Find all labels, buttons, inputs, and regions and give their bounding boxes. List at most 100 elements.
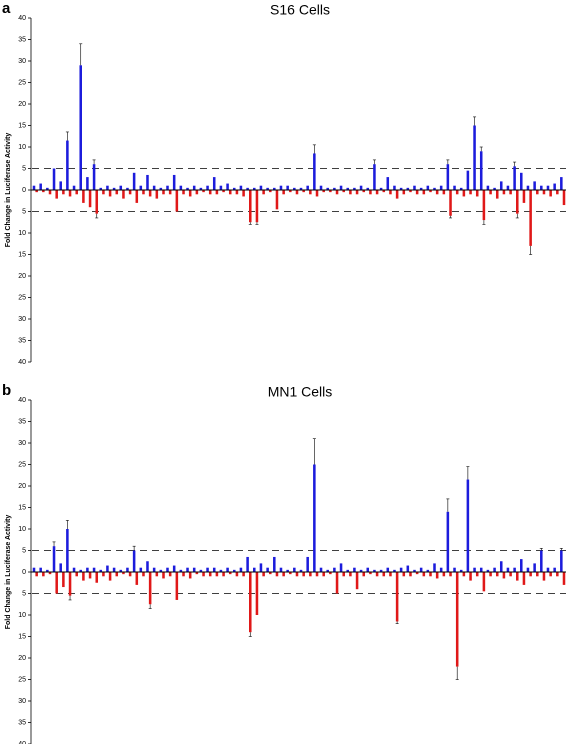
bar [228,190,232,195]
bar [48,190,52,195]
y-tick-label: 15 [18,251,26,258]
bar [353,567,356,572]
bar [435,190,439,195]
error-bar [466,466,470,480]
bar [406,565,410,572]
y-tick-label: 0 [22,569,26,576]
bar [426,185,430,190]
bar [479,151,483,190]
bar [226,567,229,572]
bar [72,567,76,572]
error-bar [65,131,69,141]
bar [319,567,323,572]
bar [188,190,192,197]
bar [402,572,406,577]
bar [489,190,492,195]
bar [302,190,305,193]
bar [246,556,249,572]
y-tick-label: 25 [18,676,26,683]
error-bar [559,548,563,551]
bar [406,187,410,190]
bar [553,567,556,572]
bar [82,572,85,581]
bar [249,572,252,633]
y-tick-label: 15 [18,504,26,511]
y-tick-label: 40 [18,741,26,744]
bar [186,187,189,190]
y-tick-label: 35 [18,36,26,43]
bar [106,565,109,572]
bar [393,185,396,190]
bar [219,569,223,572]
bar [59,181,62,190]
bar [395,572,399,622]
bar [335,572,339,594]
bar [253,187,256,190]
bar [52,546,56,572]
bar [369,572,372,575]
bar [509,572,512,577]
bar [553,183,556,190]
bar [556,190,559,195]
bar [142,572,145,577]
error-bar [79,43,83,66]
bar [309,190,312,195]
bar [495,190,499,199]
bar [509,190,512,195]
error-bar [515,213,519,219]
bar [293,187,296,190]
bar [86,177,89,190]
bar [282,190,285,195]
bar [202,190,205,193]
error-bar [248,222,252,225]
bar [182,190,185,195]
bar [82,190,85,203]
bar [282,572,285,577]
bar [52,168,56,190]
bar [560,550,563,572]
y-tick-label: 35 [18,418,26,425]
bar [159,187,163,190]
bar [289,572,292,575]
y-tick-label: 30 [18,440,26,447]
bar [122,572,125,575]
bar [253,567,256,572]
bar [66,529,69,572]
bar [192,185,196,190]
bar [172,565,176,572]
bar [339,185,343,190]
bar [435,572,439,579]
bar [239,567,243,572]
bar [62,572,65,588]
bar [119,569,123,572]
bar [366,567,370,572]
bar [379,187,383,190]
error-bar [132,545,136,551]
bar [389,572,392,577]
error-bar [449,215,453,219]
bar [126,187,129,190]
error-bar [395,621,399,624]
bar [215,572,219,577]
bar [46,569,49,572]
bar [168,190,172,195]
bar [202,572,205,577]
bar [275,190,279,210]
bar [175,572,179,600]
bar [306,556,309,572]
bar [395,190,399,199]
bar [128,572,132,577]
bar [115,190,119,195]
bar [269,572,272,575]
bar [212,177,216,190]
bar [132,550,136,572]
bar [415,572,419,575]
bar [32,185,36,190]
bar [513,166,516,190]
error-bar [513,161,517,167]
bar [32,567,36,572]
bar [269,190,272,193]
bar [529,190,532,246]
bar [68,572,72,596]
bar [313,464,316,572]
